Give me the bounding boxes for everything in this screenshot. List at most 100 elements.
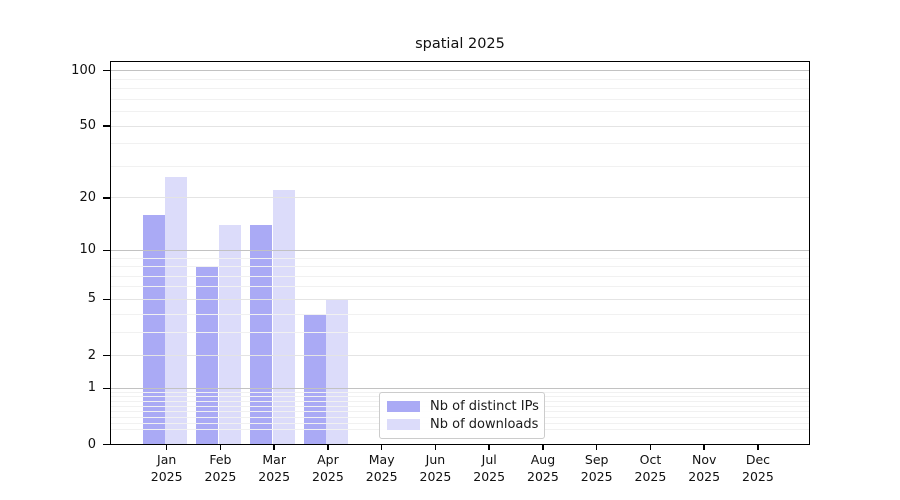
y-tick-label: 2 <box>87 347 96 363</box>
grid-layer <box>111 62 809 444</box>
bar-downloads-apr <box>326 298 349 444</box>
legend: Nb of distinct IPs Nb of downloads <box>379 392 545 439</box>
bar-distinct-ips-mar <box>250 224 273 444</box>
minor-gridline <box>111 313 809 315</box>
y-tick-label: 10 <box>79 242 96 258</box>
y-tick-mark <box>103 69 110 72</box>
x-tick-month: Jun <box>425 452 446 467</box>
legend-item: Nb of downloads <box>387 417 539 433</box>
y-tick-label: 20 <box>79 189 96 205</box>
x-tick-label: Nov 2025 <box>673 452 735 486</box>
bar-downloads-mar <box>272 190 295 444</box>
x-tick-month: Feb <box>209 452 232 467</box>
x-tick-label: Jan 2025 <box>136 452 198 486</box>
x-tick-mark <box>595 445 598 450</box>
x-tick-year: 2025 <box>204 468 237 484</box>
x-tick-month: Dec <box>745 452 771 467</box>
bar-distinct-ips-jan <box>142 214 165 444</box>
y-tick-mark <box>103 197 110 199</box>
y-tick-label: 5 <box>87 291 96 307</box>
x-tick-month: Nov <box>691 452 717 467</box>
gridline-5 <box>111 298 809 300</box>
gridline-10 <box>111 249 809 251</box>
gridline-100 <box>111 70 809 72</box>
x-tick-year: 2025 <box>688 468 721 484</box>
minor-gridline <box>111 98 809 100</box>
bar-downloads-jan <box>165 177 188 444</box>
x-tick-label: Jun 2025 <box>404 452 466 486</box>
legend-label: Nb of downloads <box>430 417 539 433</box>
x-tick-label: Feb 2025 <box>189 452 251 486</box>
x-tick-label: May 2025 <box>351 452 413 486</box>
x-tick-year: 2025 <box>473 468 506 484</box>
legend-swatch <box>387 400 420 412</box>
y-tick-label: 1 <box>87 380 96 396</box>
x-tick-label: Sep 2025 <box>566 452 628 486</box>
y-tick-mark <box>103 354 110 357</box>
bar-downloads-feb <box>218 224 241 444</box>
y-tick-mark <box>103 125 110 127</box>
minor-gridline <box>111 331 809 333</box>
y-tick-label: 50 <box>79 118 96 134</box>
minor-gridline <box>111 88 809 90</box>
x-tick-year: 2025 <box>312 468 344 484</box>
x-tick-month: May <box>368 452 395 467</box>
x-tick-year: 2025 <box>365 468 398 484</box>
x-tick-mark <box>488 445 490 450</box>
x-tick-mark <box>703 445 705 450</box>
x-tick-mark <box>380 445 383 450</box>
x-tick-month: Jan <box>157 452 177 467</box>
legend-label: Nb of distinct IPs <box>430 398 539 414</box>
x-tick-year: 2025 <box>527 468 559 484</box>
y-tick-label: 100 <box>71 62 96 78</box>
y-tick-label: 0 <box>87 436 96 452</box>
x-tick-month: Mar <box>262 452 286 467</box>
minor-gridline <box>111 165 809 167</box>
gridline-20 <box>111 197 809 199</box>
x-tick-year: 2025 <box>150 468 183 484</box>
minor-gridline <box>111 111 809 113</box>
x-tick-mark <box>757 445 759 450</box>
x-tick-month: Jul <box>481 452 497 467</box>
y-tick-mark <box>103 298 110 301</box>
x-tick-mark <box>327 445 329 450</box>
x-tick-label: Apr 2025 <box>297 452 359 486</box>
minor-gridline <box>111 143 809 145</box>
x-tick-mark <box>273 445 275 450</box>
x-tick-year: 2025 <box>258 468 291 484</box>
legend-swatch <box>387 419 420 431</box>
x-tick-month: Apr <box>317 452 339 467</box>
minor-gridline <box>111 275 809 277</box>
x-tick-year: 2025 <box>419 468 452 484</box>
minor-gridline <box>111 266 809 268</box>
x-tick-year: 2025 <box>742 468 774 484</box>
legend-item: Nb of distinct IPs <box>387 398 539 414</box>
gridline-1 <box>111 387 809 389</box>
plot-area: Nb of distinct IPs Nb of downloads <box>110 61 810 445</box>
gridline-50 <box>111 125 809 127</box>
x-tick-label: Mar 2025 <box>243 452 305 486</box>
x-tick-mark <box>542 445 544 450</box>
x-tick-month: Oct <box>639 452 662 467</box>
x-tick-mark <box>219 445 222 450</box>
chart-title: spatial 2025 <box>415 36 505 52</box>
x-tick-mark <box>165 445 168 450</box>
x-tick-label: Dec 2025 <box>727 452 789 486</box>
minor-gridline <box>111 257 809 259</box>
x-tick-label: Aug 2025 <box>512 452 574 486</box>
x-tick-mark <box>649 445 652 450</box>
x-tick-mark <box>434 445 437 450</box>
x-tick-year: 2025 <box>634 468 667 484</box>
x-tick-label: Oct 2025 <box>619 452 681 486</box>
minor-gridline <box>111 78 809 80</box>
bars-layer <box>111 62 809 444</box>
minor-gridline <box>111 286 809 288</box>
x-tick-label: Jul 2025 <box>458 452 520 486</box>
x-tick-month: Sep <box>584 452 609 467</box>
x-tick-month: Aug <box>530 452 556 467</box>
x-tick-year: 2025 <box>580 468 613 484</box>
y-tick-mark <box>103 249 110 252</box>
gridline-2 <box>111 355 809 357</box>
y-tick-mark <box>103 443 110 446</box>
